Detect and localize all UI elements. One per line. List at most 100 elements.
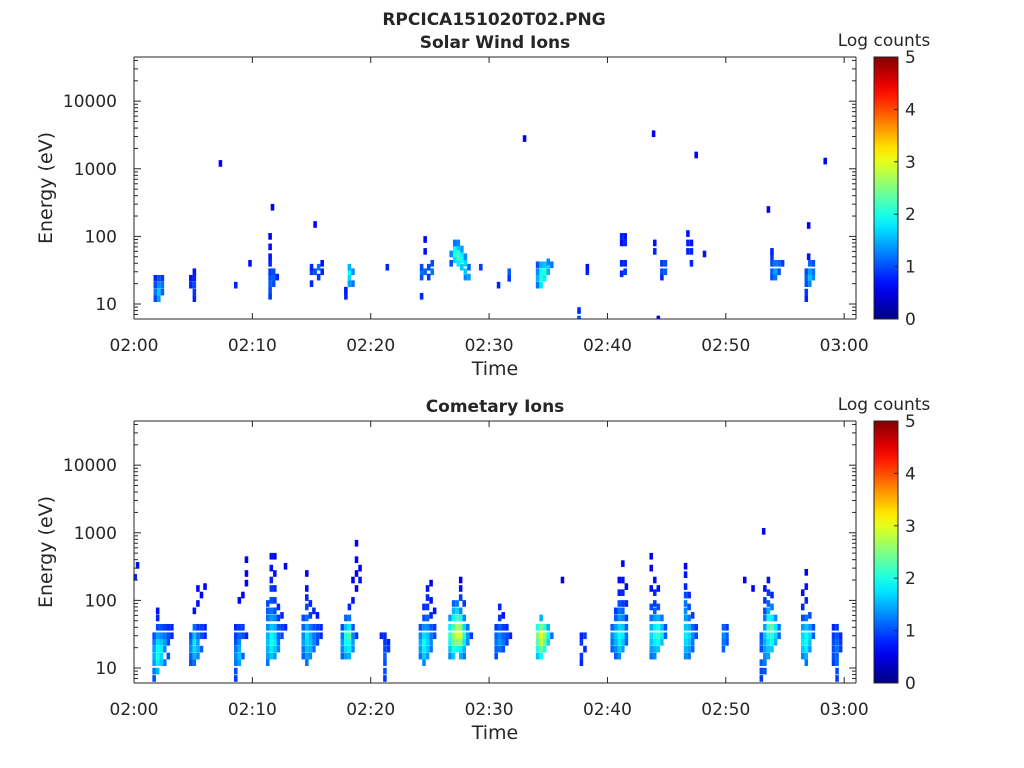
data-cell (305, 632, 309, 640)
data-cell (683, 614, 688, 622)
data-cell (429, 645, 433, 653)
data-cell (448, 632, 452, 640)
data-cell (456, 259, 461, 267)
data-cell (687, 591, 691, 599)
data-cell (386, 638, 391, 646)
data-cell (305, 603, 309, 611)
data-cell (469, 632, 474, 640)
data-cell (458, 576, 463, 584)
data-cell (539, 623, 543, 631)
data-cell (721, 638, 726, 646)
data-cell (456, 253, 461, 261)
data-cell (244, 570, 249, 577)
x-axis-label: Time (471, 722, 519, 744)
colorbar-tick-label: 1 (905, 622, 916, 642)
data-cell (268, 268, 272, 276)
data-cell (763, 623, 767, 631)
data-cell (152, 675, 156, 682)
data-cell (166, 638, 171, 646)
data-cell (170, 623, 174, 631)
data-cell (577, 315, 581, 319)
data-cell (234, 659, 238, 666)
data-cell (550, 261, 554, 269)
data-cell (458, 607, 463, 615)
data-cell (653, 239, 657, 247)
data-cell (766, 652, 771, 660)
data-cell (273, 570, 277, 577)
data-cell (234, 645, 238, 653)
x-tick-label: 02:10 (228, 700, 277, 720)
data-cell (466, 632, 470, 640)
data-cell (425, 652, 430, 660)
data-cell (690, 612, 695, 619)
data-cell (155, 638, 160, 646)
data-cell (835, 632, 839, 640)
data-cell (241, 632, 245, 640)
data-cell (766, 600, 771, 607)
colorbar-tick-label: 5 (905, 412, 916, 432)
data-cell (763, 632, 767, 640)
data-cell (425, 645, 430, 653)
data-cell (189, 659, 193, 666)
data-cell (273, 585, 277, 592)
data-cell (196, 632, 200, 640)
data-cell (351, 623, 355, 631)
data-cell (660, 273, 664, 281)
data-cell (152, 667, 156, 675)
data-cell (192, 652, 197, 660)
data-cell (804, 597, 809, 604)
data-cell (347, 603, 352, 611)
data-cell (451, 632, 456, 640)
x-tick-label: 02:50 (701, 700, 750, 720)
data-cell (624, 600, 629, 607)
x-tick-label: 02:40 (583, 700, 632, 720)
data-cell (621, 645, 625, 653)
data-cell (301, 652, 306, 660)
data-cell (455, 614, 459, 622)
data-cell (203, 623, 207, 631)
data-cell (773, 632, 778, 640)
data-cell (770, 273, 774, 281)
data-cell (777, 623, 781, 631)
data-cell (535, 632, 540, 640)
data-cell (773, 614, 778, 622)
data-cell (497, 638, 502, 646)
data-cell (451, 607, 456, 615)
data-cell (835, 623, 839, 631)
data-cell (535, 652, 540, 660)
data-cell (419, 273, 424, 281)
data-cell (463, 268, 468, 276)
data-cell (313, 268, 317, 276)
data-cell (344, 614, 348, 622)
data-cell (159, 632, 163, 640)
data-cell (153, 274, 158, 282)
data-cell (283, 623, 288, 631)
data-cell (455, 600, 459, 607)
data-cell (763, 638, 767, 646)
data-cell (280, 612, 284, 619)
data-cell (811, 632, 816, 640)
data-cell (354, 632, 359, 640)
data-cell (273, 552, 277, 560)
data-cell (456, 239, 461, 247)
data-cell (155, 659, 160, 666)
data-cell (763, 585, 767, 592)
data-cell (619, 259, 624, 267)
data-cell (501, 632, 506, 640)
data-cell (689, 259, 694, 267)
data-cell (192, 295, 197, 302)
data-cell (383, 667, 387, 675)
data-cell (422, 614, 426, 622)
data-cell (418, 652, 423, 660)
data-cell (155, 667, 160, 675)
data-cell (780, 259, 785, 267)
data-cell (283, 562, 288, 570)
data-cell (458, 632, 463, 640)
data-cell (347, 273, 352, 281)
data-cell (269, 623, 274, 631)
data-cell (610, 645, 614, 653)
data-cell (152, 652, 156, 660)
data-cell (418, 645, 423, 653)
data-cell (276, 623, 281, 631)
colorbar-tick-label: 2 (905, 205, 916, 225)
